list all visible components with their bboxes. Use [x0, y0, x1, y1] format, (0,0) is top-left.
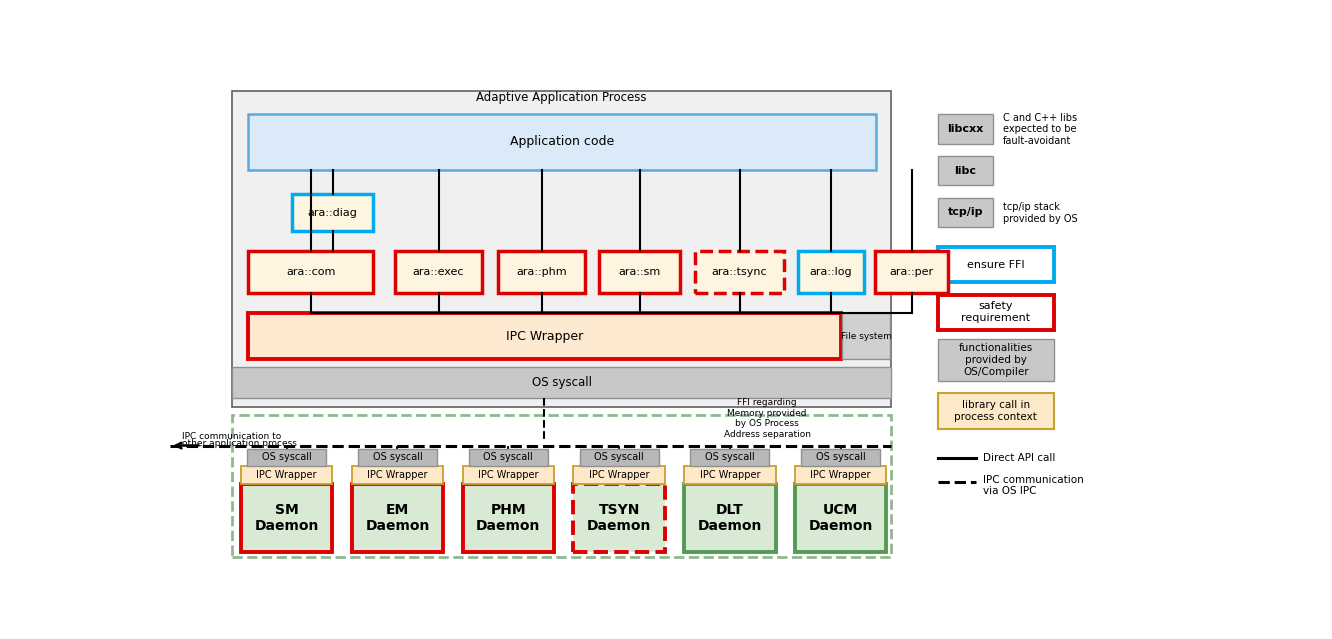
FancyBboxPatch shape	[498, 250, 585, 293]
FancyBboxPatch shape	[938, 339, 1054, 381]
Text: IPC Wrapper: IPC Wrapper	[506, 330, 583, 343]
Text: Adaptive Application Process: Adaptive Application Process	[477, 91, 647, 104]
Text: functionalities
provided by
OS/Compiler: functionalities provided by OS/Compiler	[959, 343, 1032, 376]
Text: IPC Wrapper: IPC Wrapper	[478, 470, 538, 480]
Text: ara::phm: ara::phm	[517, 267, 567, 277]
FancyBboxPatch shape	[352, 466, 444, 484]
FancyBboxPatch shape	[352, 484, 444, 551]
Text: IPC Wrapper: IPC Wrapper	[256, 470, 317, 480]
FancyBboxPatch shape	[690, 449, 770, 466]
FancyBboxPatch shape	[599, 250, 681, 293]
FancyBboxPatch shape	[292, 194, 373, 231]
FancyBboxPatch shape	[248, 114, 875, 170]
FancyBboxPatch shape	[695, 250, 785, 293]
Text: IPC Wrapper: IPC Wrapper	[699, 470, 761, 480]
Text: ara::diag: ara::diag	[308, 208, 358, 218]
Text: ara::tsync: ara::tsync	[711, 267, 767, 277]
FancyBboxPatch shape	[938, 114, 994, 144]
Text: PHM
Daemon: PHM Daemon	[476, 503, 541, 533]
Text: FFI regarding
Memory provided
by OS Process
Address separation: FFI regarding Memory provided by OS Proc…	[723, 399, 811, 438]
FancyBboxPatch shape	[875, 250, 948, 293]
FancyBboxPatch shape	[232, 415, 891, 557]
Text: ara::com: ara::com	[286, 267, 336, 277]
Text: ara::log: ara::log	[810, 267, 852, 277]
Text: IPC Wrapper: IPC Wrapper	[368, 470, 428, 480]
Text: ensure FFI: ensure FFI	[967, 259, 1024, 270]
Text: DLT
Daemon: DLT Daemon	[698, 503, 762, 533]
FancyBboxPatch shape	[795, 484, 887, 551]
FancyBboxPatch shape	[232, 367, 891, 397]
FancyBboxPatch shape	[573, 484, 665, 551]
FancyBboxPatch shape	[462, 484, 554, 551]
Text: ara::exec: ara::exec	[413, 267, 465, 277]
Text: TSYN
Daemon: TSYN Daemon	[587, 503, 651, 533]
Text: OS syscall: OS syscall	[705, 452, 755, 462]
FancyBboxPatch shape	[462, 466, 554, 484]
FancyBboxPatch shape	[248, 449, 326, 466]
Text: safety
requirement: safety requirement	[962, 302, 1031, 323]
Text: library call in
process context: library call in process context	[954, 400, 1038, 422]
FancyBboxPatch shape	[842, 313, 890, 359]
FancyBboxPatch shape	[469, 449, 547, 466]
Text: Direct API call: Direct API call	[983, 453, 1055, 463]
Text: SM
Daemon: SM Daemon	[254, 503, 318, 533]
Text: other application process: other application process	[182, 440, 297, 449]
Text: IPC communication
via OS IPC: IPC communication via OS IPC	[983, 475, 1083, 497]
Text: File system: File system	[840, 332, 891, 341]
Text: OS syscall: OS syscall	[262, 452, 312, 462]
FancyBboxPatch shape	[573, 466, 665, 484]
Text: IPC Wrapper: IPC Wrapper	[810, 470, 871, 480]
Text: OS syscall: OS syscall	[484, 452, 533, 462]
FancyBboxPatch shape	[798, 250, 864, 293]
FancyBboxPatch shape	[396, 250, 482, 293]
FancyBboxPatch shape	[938, 247, 1054, 282]
FancyBboxPatch shape	[241, 466, 333, 484]
Text: OS syscall: OS syscall	[817, 452, 866, 462]
FancyBboxPatch shape	[938, 295, 1054, 330]
Text: OS syscall: OS syscall	[594, 452, 643, 462]
FancyBboxPatch shape	[938, 197, 994, 227]
FancyBboxPatch shape	[802, 449, 880, 466]
FancyBboxPatch shape	[795, 466, 887, 484]
FancyBboxPatch shape	[579, 449, 658, 466]
Text: IPC Wrapper: IPC Wrapper	[589, 470, 649, 480]
Text: C and C++ libs
expected to be
fault-avoidant: C and C++ libs expected to be fault-avoi…	[1003, 113, 1076, 146]
Text: libcxx: libcxx	[947, 124, 983, 134]
FancyBboxPatch shape	[241, 484, 333, 551]
Text: tcp/ip: tcp/ip	[948, 207, 983, 217]
FancyBboxPatch shape	[358, 449, 437, 466]
FancyBboxPatch shape	[232, 91, 891, 407]
Text: UCM
Daemon: UCM Daemon	[809, 503, 872, 533]
Text: Application code: Application code	[510, 135, 614, 148]
Text: IPC communication to: IPC communication to	[182, 432, 281, 441]
FancyBboxPatch shape	[685, 484, 775, 551]
Text: EM
Daemon: EM Daemon	[365, 503, 430, 533]
Text: OS syscall: OS syscall	[531, 376, 591, 389]
Text: ara::per: ara::per	[890, 267, 934, 277]
FancyBboxPatch shape	[938, 156, 994, 185]
Text: ara::sm: ara::sm	[618, 267, 661, 277]
FancyBboxPatch shape	[938, 393, 1054, 429]
FancyBboxPatch shape	[248, 250, 373, 293]
Text: OS syscall: OS syscall	[373, 452, 422, 462]
Text: tcp/ip stack
provided by OS: tcp/ip stack provided by OS	[1003, 202, 1078, 224]
FancyBboxPatch shape	[685, 466, 775, 484]
Text: libc: libc	[955, 166, 976, 176]
FancyBboxPatch shape	[248, 313, 840, 359]
